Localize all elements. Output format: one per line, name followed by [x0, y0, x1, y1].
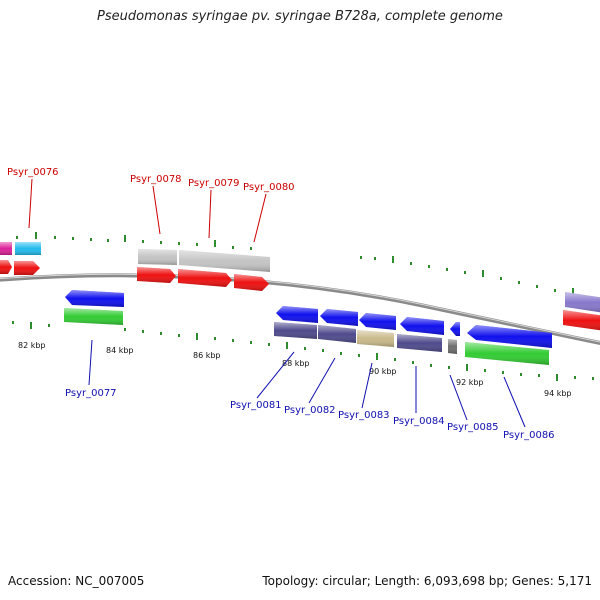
- cds-arrow-psyr-0079[interactable]: [178, 269, 232, 287]
- feature-psyr-0084-purple[interactable]: [397, 334, 442, 352]
- tick-label-94kbp: 94 kbp: [544, 389, 572, 398]
- feature-psyr-0086-green[interactable]: [465, 342, 549, 365]
- gene-label-psyr-0082[interactable]: Psyr_0082: [284, 405, 336, 416]
- cds-arrow-psyr-0084[interactable]: [400, 317, 444, 335]
- gene-label-psyr-0084[interactable]: Psyr_0084: [393, 416, 445, 427]
- genome-stats-text: Topology: circular; Length: 6,093,698 bp…: [262, 574, 592, 588]
- tick-label-82kbp: 82 kbp: [18, 341, 46, 350]
- cds-arrow-psyr-0081[interactable]: [276, 306, 318, 323]
- tick-label-86kbp: 86 kbp: [193, 351, 221, 360]
- reverse-label-leaders: [88, 339, 526, 428]
- cds-arrow-right-edge[interactable]: [563, 310, 600, 331]
- feature-magenta[interactable]: [0, 242, 12, 255]
- genome-backbone-highlight: [0, 273, 600, 343]
- feature-psyr-0078-gray[interactable]: [138, 249, 177, 265]
- gene-label-psyr-0077[interactable]: Psyr_0077: [65, 388, 117, 399]
- cds-arrow-psyr-0078[interactable]: [137, 267, 176, 283]
- gene-label-psyr-0076[interactable]: Psyr_0076: [7, 167, 59, 178]
- tick-label-88kbp: 88 kbp: [282, 359, 310, 368]
- gene-label-psyr-0079[interactable]: Psyr_0079: [188, 178, 240, 189]
- gene-label-psyr-0086[interactable]: Psyr_0086: [503, 430, 555, 441]
- inner-tick-ring: [12, 321, 594, 381]
- cds-arrow-psyr-0083[interactable]: [359, 313, 396, 330]
- outer-tick-ring: [16, 232, 574, 295]
- feature-psyr-0079-gray[interactable]: [179, 250, 270, 272]
- gene-label-psyr-0081[interactable]: Psyr_0081: [230, 400, 282, 411]
- feature-psyr-0083-tan[interactable]: [357, 330, 394, 347]
- cds-arrow-psyr-0082[interactable]: [320, 309, 358, 326]
- gene-label-psyr-0080[interactable]: Psyr_0080: [243, 182, 295, 193]
- cds-arrow-psyr-0076[interactable]: [14, 261, 40, 275]
- tick-label-90kbp: 90 kbp: [369, 367, 397, 376]
- feature-psyr-0077-green[interactable]: [64, 308, 123, 325]
- forward-label-leaders: [28, 178, 267, 243]
- cds-arrow-left-1[interactable]: [0, 260, 12, 274]
- feature-lavender-right[interactable]: [565, 292, 600, 313]
- tick-label-84kbp: 84 kbp: [106, 346, 134, 355]
- feature-psyr-0085-gray[interactable]: [448, 339, 457, 354]
- feature-psyr-0082-purple[interactable]: [318, 325, 356, 343]
- cds-arrow-psyr-0080[interactable]: [234, 274, 269, 291]
- map-title: Pseudomonas syringae pv. syringae B728a,…: [97, 9, 503, 24]
- gene-label-psyr-0083[interactable]: Psyr_0083: [338, 410, 390, 421]
- feature-psyr-0081-purple[interactable]: [274, 322, 317, 339]
- genome-backbone: [0, 273, 600, 346]
- gene-label-psyr-0085[interactable]: Psyr_0085: [447, 422, 499, 433]
- gene-label-psyr-0078[interactable]: Psyr_0078: [130, 174, 182, 185]
- cds-arrow-psyr-0086[interactable]: [467, 325, 552, 348]
- tick-label-92kbp: 92 kbp: [456, 378, 484, 387]
- accession-text: Accession: NC_007005: [8, 574, 145, 588]
- feature-psyr-0076[interactable]: [15, 242, 41, 255]
- cds-arrow-psyr-0085[interactable]: [450, 322, 460, 336]
- cds-arrow-psyr-0077[interactable]: [65, 290, 124, 307]
